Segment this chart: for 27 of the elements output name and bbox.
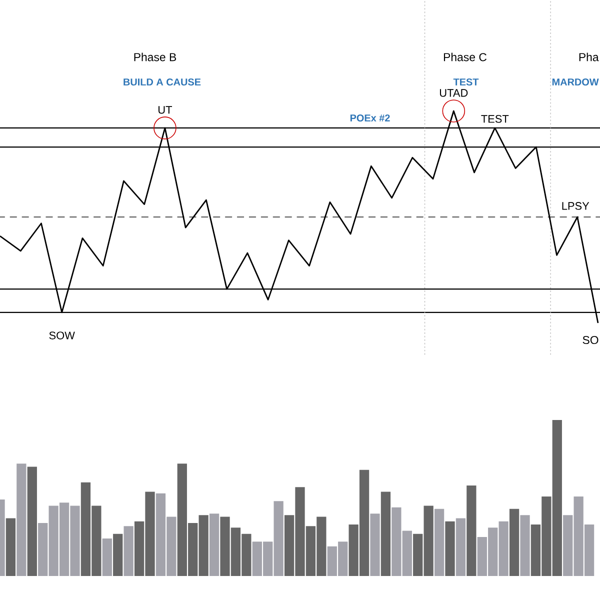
- annotation: POEx #2: [350, 114, 390, 122]
- bar: [113, 534, 123, 576]
- annotation: TEST: [481, 115, 509, 123]
- bar: [102, 538, 112, 576]
- annotation: UT: [158, 106, 172, 114]
- bar: [27, 466, 37, 576]
- bar: [209, 514, 220, 576]
- text: Phase C: [444, 52, 487, 62]
- bar: [466, 486, 476, 576]
- text: SO: [582, 336, 598, 344]
- annotation: UTAD: [440, 89, 468, 97]
- annotation: SOW: [49, 332, 75, 340]
- text: Pha: [579, 52, 599, 62]
- text: TEST: [453, 78, 479, 86]
- bar: [456, 518, 466, 576]
- bar: [380, 492, 391, 576]
- bar: [124, 526, 134, 576]
- annotation: LPSY: [562, 202, 590, 210]
- bar: [520, 515, 530, 576]
- bar: [16, 464, 26, 576]
- bar: [509, 508, 520, 576]
- text: Phase B: [134, 52, 176, 62]
- bar: [434, 508, 444, 576]
- text: BUILD A CAUSE: [124, 78, 201, 86]
- text: MARDOW: [552, 78, 599, 86]
- bar: [445, 521, 455, 576]
- bar: [370, 514, 380, 576]
